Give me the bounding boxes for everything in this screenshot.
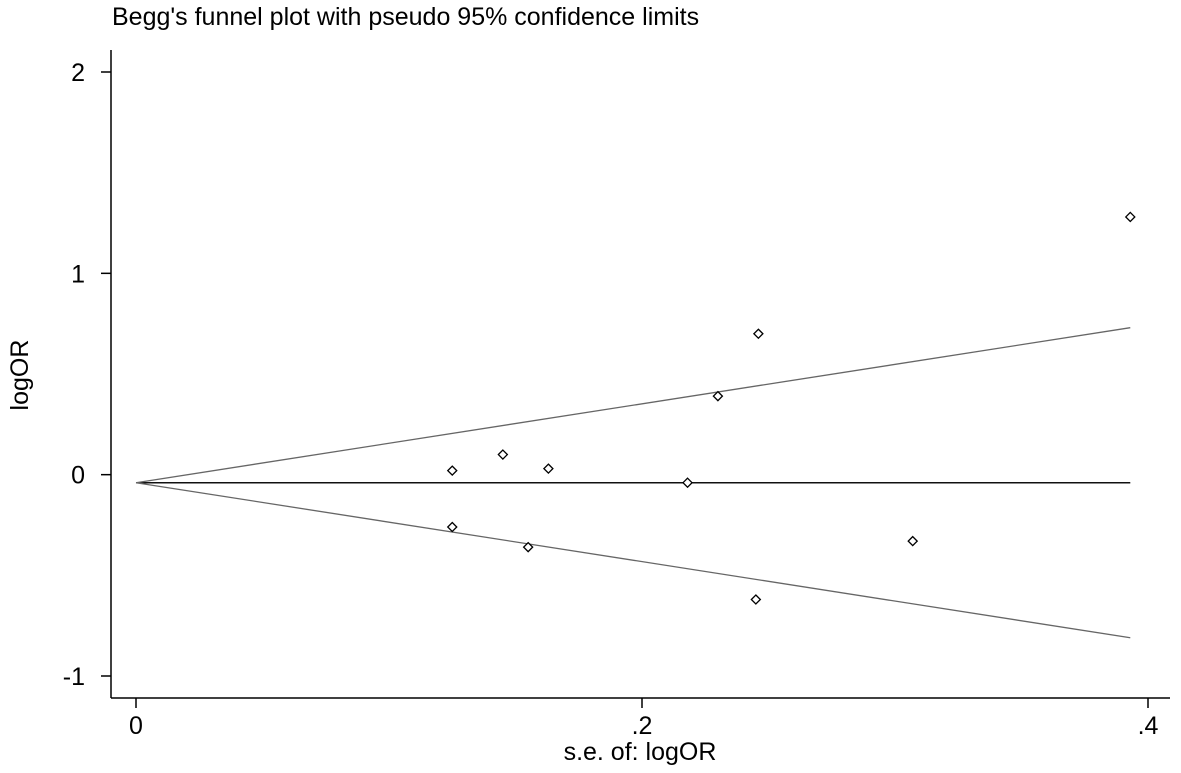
data-point (750, 594, 762, 605)
x-tick-label: .4 (1138, 712, 1159, 740)
axes: -1 0 1 2 0 .2 .4 (63, 50, 1170, 740)
data-point (497, 449, 509, 460)
data-point (712, 390, 724, 402)
data-point (542, 463, 554, 475)
y-tick-label: 2 (71, 59, 85, 87)
data-point (1124, 211, 1136, 223)
upper-confidence-limit (135, 327, 1131, 484)
y-tick-label: 1 (71, 260, 85, 288)
funnel-lines (135, 327, 1131, 639)
x-axis-label: s.e. of: logOR (564, 738, 717, 766)
data-point (446, 521, 458, 533)
data-points (446, 211, 1136, 605)
data-point (907, 535, 919, 547)
lower-confidence-limit (135, 482, 1131, 639)
data-point (446, 465, 458, 477)
data-point (522, 541, 534, 553)
y-tick-label: 0 (71, 462, 85, 490)
chart-title: Begg's funnel plot with pseudo 95% confi… (112, 3, 700, 31)
y-axis-label: logOR (6, 340, 34, 411)
data-point (682, 477, 693, 489)
data-point (752, 328, 764, 340)
x-tick-label: .2 (632, 712, 653, 740)
y-tick-label: -1 (63, 663, 85, 691)
x-tick-label: 0 (129, 712, 143, 740)
